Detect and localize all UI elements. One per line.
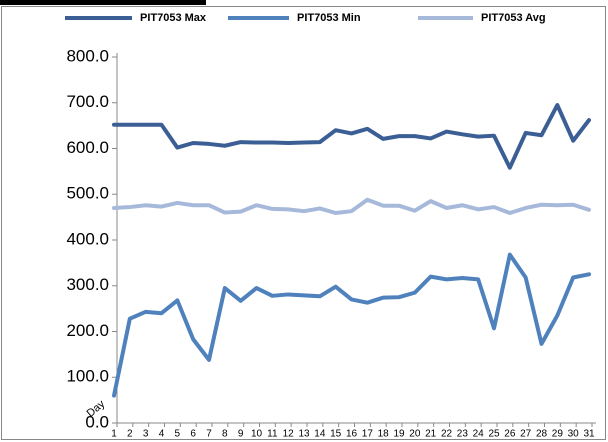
x-tick-label: 17 [362,429,374,440]
x-tick-label: 27 [520,429,532,440]
x-tick-label: 22 [441,429,453,440]
x-tick-label: 31 [583,429,595,440]
y-tick-label: 700.0 [66,92,109,111]
x-tick-label: 16 [346,429,358,440]
x-tick-label: 28 [536,429,548,440]
x-tick-label: 18 [378,429,390,440]
x-tick-label: 20 [409,429,421,440]
x-tick-label: 6 [190,429,196,440]
y-tick-label: 200.0 [66,321,109,340]
x-tick-label: 21 [425,429,437,440]
y-tick-label: 500.0 [66,184,109,203]
x-tick-label: 5 [175,429,181,440]
x-tick-label: 14 [314,429,326,440]
tab-bar [0,0,206,5]
x-tick-label: 24 [473,429,485,440]
chart-frame [1,6,606,440]
x-tick-label: 8 [222,429,228,440]
legend-label: PIT7053 Avg [481,12,546,24]
x-tick-label: 15 [330,429,342,440]
y-tick-label: 800.0 [66,46,109,65]
series-line [112,103,591,170]
legend-label: PIT7053 Min [297,12,361,24]
series-line [112,197,591,216]
x-tick-label: 29 [552,429,564,440]
x-tick-label: 3 [143,429,149,440]
x-tick-label: 25 [488,429,500,440]
x-tick-label: 7 [206,429,212,440]
legend-label: PIT7053 Max [140,12,207,24]
y-tick-label: 100.0 [66,367,109,386]
x-tick-label: 11 [267,429,278,440]
y-tick-label: 600.0 [66,138,109,157]
y-tick-label: 400.0 [66,229,109,248]
x-tick-label: 19 [393,429,405,440]
x-tick-label: 26 [504,429,516,440]
series-line [112,252,591,398]
x-tick-label: 30 [568,429,580,440]
x-tick-label: 23 [457,429,469,440]
x-tick-label: 13 [298,429,310,440]
y-tick-label: 0.0 [85,412,109,431]
y-tick-label: 300.0 [66,275,109,294]
x-tick-label: 1 [111,429,117,440]
x-tick-label: 4 [159,429,165,440]
x-tick-label: 10 [251,429,263,440]
x-tick-label: 9 [238,429,244,440]
x-tick-label: 2 [127,429,133,440]
x-tick-label: 12 [283,429,295,440]
